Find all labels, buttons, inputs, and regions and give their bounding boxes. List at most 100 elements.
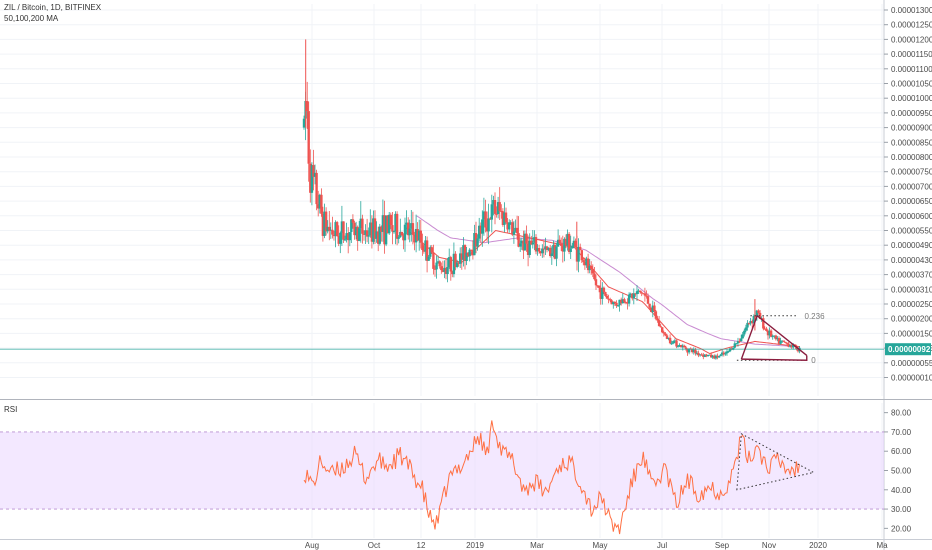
candle-body bbox=[784, 341, 787, 343]
candle-body bbox=[473, 233, 476, 256]
time-tick-label: Aug bbox=[305, 541, 319, 550]
price-tick-label: 0.00000650 bbox=[891, 197, 932, 206]
candle-body bbox=[407, 222, 410, 236]
candle-body bbox=[384, 215, 388, 245]
candle-body bbox=[537, 248, 541, 252]
candle-body bbox=[454, 253, 457, 267]
candle-body bbox=[583, 261, 587, 266]
candle-body bbox=[422, 250, 426, 252]
candle-body bbox=[711, 355, 714, 358]
price-tick-label: 0.00000750 bbox=[891, 168, 932, 177]
candle-body bbox=[339, 232, 342, 244]
candle-body bbox=[605, 295, 609, 299]
candle-body bbox=[604, 292, 607, 296]
candle-body bbox=[525, 233, 528, 244]
candle-body bbox=[774, 335, 778, 340]
candle-body bbox=[482, 211, 486, 220]
candle-body bbox=[528, 240, 531, 255]
candle-body bbox=[612, 302, 615, 305]
candle-body bbox=[408, 228, 411, 236]
candle-body bbox=[664, 333, 667, 336]
candle-body bbox=[676, 346, 680, 348]
candle-body bbox=[740, 338, 743, 342]
candle-body bbox=[751, 321, 754, 324]
candle-body bbox=[698, 354, 702, 356]
candle-body bbox=[462, 245, 465, 260]
candle-body bbox=[489, 218, 492, 220]
candle-body bbox=[657, 320, 661, 327]
candle-body bbox=[337, 236, 340, 244]
candle-body bbox=[654, 311, 658, 319]
candle-body bbox=[542, 248, 546, 250]
candle-body bbox=[785, 342, 789, 344]
candle-body bbox=[515, 227, 519, 234]
candle-body bbox=[683, 345, 686, 348]
candle-body bbox=[773, 335, 776, 337]
candle-body bbox=[377, 231, 380, 244]
candle-body bbox=[687, 348, 691, 353]
candle-body bbox=[758, 312, 762, 319]
candle-body bbox=[405, 222, 408, 225]
candle-body bbox=[563, 238, 566, 252]
candle-body bbox=[675, 340, 678, 347]
candle-body bbox=[342, 221, 345, 240]
candle-body bbox=[539, 251, 542, 254]
candle-body bbox=[498, 202, 501, 211]
candle-body bbox=[634, 293, 637, 295]
candle-body bbox=[752, 316, 755, 324]
time-tick-label: Mar bbox=[530, 541, 544, 550]
candle-body bbox=[410, 223, 413, 229]
candle-body bbox=[631, 293, 634, 299]
fib-label-0: 0 bbox=[811, 356, 816, 365]
candle-body bbox=[418, 230, 421, 241]
candle-body bbox=[526, 243, 530, 255]
candle-body bbox=[590, 265, 593, 270]
candle-body bbox=[637, 290, 640, 292]
candle-body bbox=[478, 225, 481, 239]
candle-body bbox=[564, 238, 568, 246]
time-tick-label: May bbox=[592, 541, 607, 550]
candle-body bbox=[681, 345, 684, 348]
candle-body bbox=[620, 299, 623, 304]
candle-body bbox=[547, 247, 550, 250]
candle-body bbox=[678, 345, 681, 347]
price-tick-label: 0.00000310 bbox=[891, 285, 932, 294]
candle-body bbox=[438, 261, 441, 267]
candle-body bbox=[495, 213, 498, 215]
candle-body bbox=[708, 354, 711, 356]
candle-body bbox=[686, 348, 689, 353]
price-tick-label: 0.00001150 bbox=[891, 50, 932, 59]
candle-body bbox=[787, 343, 790, 347]
candle-body bbox=[762, 318, 765, 329]
candle-body bbox=[536, 248, 539, 252]
candle-body bbox=[771, 335, 774, 337]
candle-body bbox=[479, 225, 482, 234]
rsi-tick-label: 70.00 bbox=[891, 428, 912, 437]
candle-body bbox=[706, 355, 710, 356]
candle-body bbox=[579, 246, 582, 251]
candle-body bbox=[399, 231, 402, 238]
candle-body bbox=[372, 218, 375, 242]
candle-body bbox=[618, 299, 621, 306]
candle-body bbox=[440, 266, 443, 271]
candle-body bbox=[389, 214, 392, 226]
last-price-label: 0.00000092 bbox=[888, 345, 931, 354]
candle-body bbox=[574, 240, 577, 247]
price-tick-label: 0.00001250 bbox=[891, 21, 932, 30]
candle-body bbox=[719, 354, 722, 357]
candle-body bbox=[768, 330, 771, 336]
candle-body bbox=[370, 222, 374, 242]
time-tick-label: 2020 bbox=[809, 541, 827, 550]
candle-body bbox=[757, 310, 760, 313]
triangle-upper-line bbox=[740, 314, 808, 360]
candle-body bbox=[747, 322, 751, 324]
candle-body bbox=[790, 345, 793, 348]
price-tick-label: 0.00000200 bbox=[891, 315, 932, 324]
candle-body bbox=[727, 351, 730, 353]
candle-body bbox=[665, 335, 669, 339]
candle-body bbox=[599, 288, 602, 299]
candle-body bbox=[680, 345, 683, 348]
price-tick-label: 0.00000430 bbox=[891, 256, 932, 265]
candle-body bbox=[421, 242, 424, 250]
candle-body bbox=[534, 237, 538, 252]
